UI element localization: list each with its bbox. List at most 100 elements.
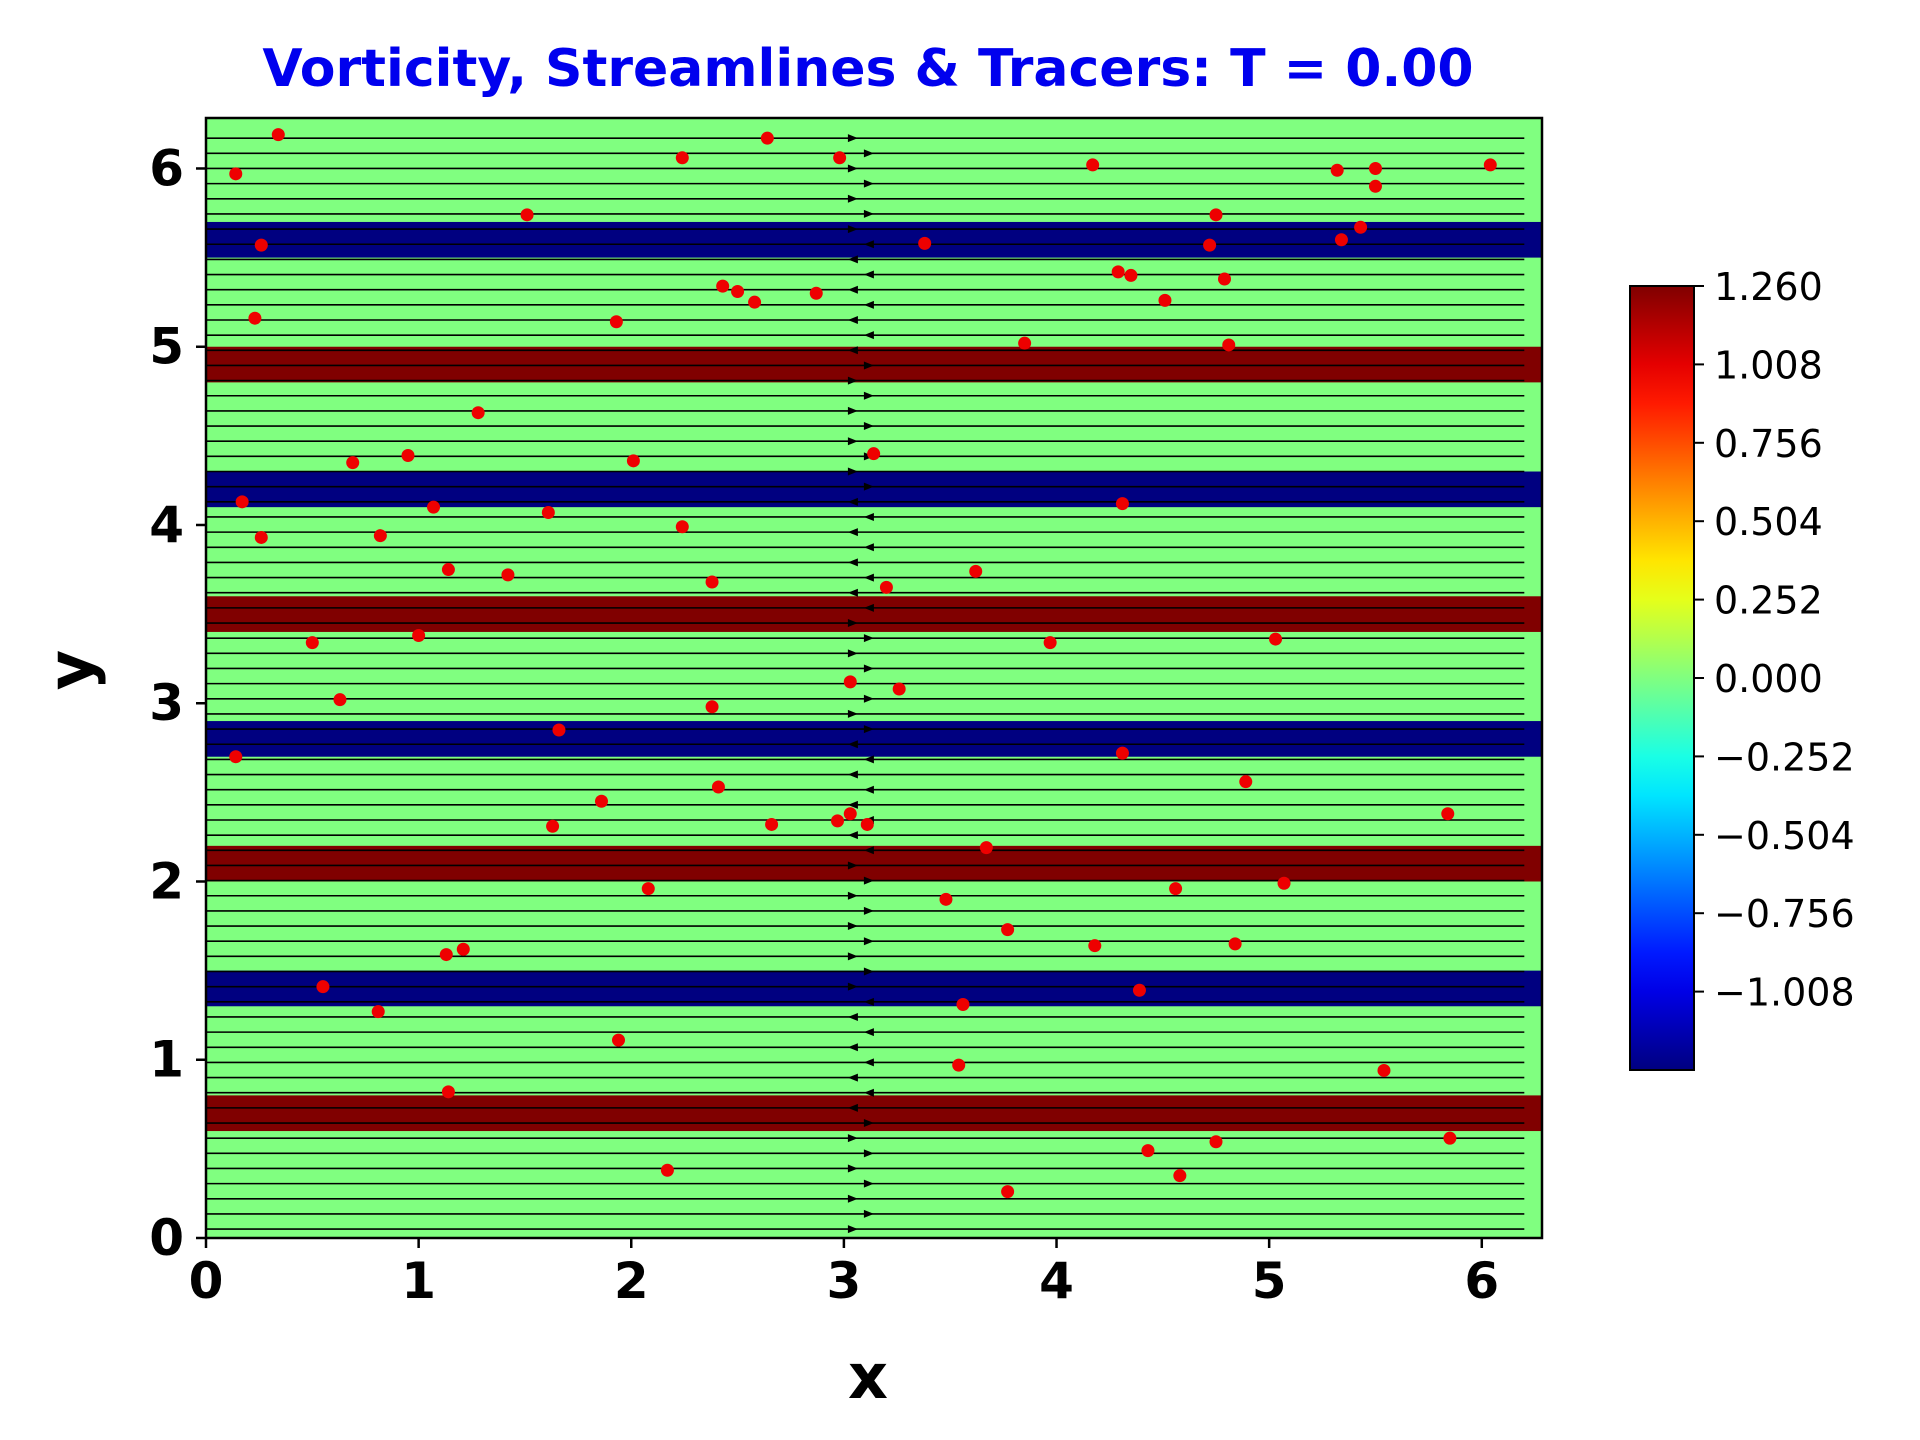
- tracer-point: [1222, 338, 1236, 352]
- tracer-point: [552, 723, 566, 737]
- streamline-arrow: [863, 1119, 874, 1128]
- vorticity-band: [206, 1095, 1542, 1132]
- tracer-point: [1001, 1185, 1015, 1199]
- colorbar-tick-label: 0.504: [1714, 500, 1823, 544]
- streamline-arrow: [847, 770, 858, 779]
- tracer-point: [939, 892, 953, 906]
- streamline-arrow: [863, 634, 874, 643]
- tracer-point: [346, 456, 360, 470]
- streamline-arrow: [847, 437, 858, 446]
- streamline-arrow: [847, 891, 858, 900]
- colorbar-gradient: [1629, 285, 1695, 1071]
- streamline-arrow: [863, 361, 874, 370]
- vorticity-band: [206, 970, 1542, 1007]
- streamline-arrow: [847, 558, 858, 567]
- streamline-arrow: [863, 300, 874, 309]
- tracer-point: [594, 794, 608, 808]
- tracer-point: [1334, 233, 1348, 247]
- colorbar-tick-label: −1.008: [1714, 971, 1855, 1015]
- tracer-point: [1158, 293, 1172, 307]
- tracer-point: [1368, 161, 1382, 175]
- colorbar-tick-label: 1.008: [1714, 343, 1823, 387]
- colorbar: 1.260 1.008 0.756 0.504 0.252 0.000 −0.252 −0.5…: [1629, 265, 1855, 1071]
- tracer-point: [229, 167, 243, 181]
- streamline-arrow: [847, 922, 858, 931]
- x-tick-label: 1: [401, 1252, 436, 1310]
- tracer-point: [412, 629, 426, 643]
- tracer-point: [316, 980, 330, 994]
- tracer-point: [1018, 336, 1032, 350]
- streamline-arrow: [863, 967, 874, 976]
- tracer-point: [1088, 939, 1102, 953]
- tracer-point: [1354, 220, 1368, 234]
- tracer-point: [254, 530, 268, 544]
- tracer-point: [1443, 1131, 1457, 1145]
- colorbar-tick-label: −0.252: [1714, 735, 1855, 779]
- tracer-point: [1377, 1063, 1391, 1077]
- streamline-arrow: [847, 1073, 858, 1082]
- tracer-point: [760, 131, 774, 145]
- tracer-point: [305, 636, 319, 650]
- streamline-arrow: [847, 1134, 858, 1143]
- tracer-point: [675, 520, 689, 534]
- tracer-point: [612, 1033, 626, 1047]
- tracer-point: [501, 568, 515, 582]
- streamline-arrow: [863, 1028, 874, 1037]
- streamline-arrow: [863, 725, 874, 734]
- colorbar-tick-label: 0.252: [1714, 579, 1823, 623]
- tracer-point: [229, 750, 243, 764]
- streamline-arrow: [863, 937, 874, 946]
- streamline-arrow: [863, 149, 874, 158]
- tracer-point: [373, 529, 387, 543]
- tracer-point: [1483, 158, 1497, 172]
- tracer-point: [1269, 632, 1283, 646]
- tracer-point: [1086, 158, 1100, 172]
- tracer-point: [705, 700, 719, 714]
- y-tick-label: 5: [149, 318, 184, 376]
- streamline-arrow: [863, 997, 874, 1006]
- tracer-point: [333, 693, 347, 707]
- tracer-point: [271, 128, 285, 142]
- tracer-point: [471, 406, 485, 420]
- tracer-point: [731, 284, 745, 298]
- tracer-point: [843, 675, 857, 689]
- tracer-point: [1330, 163, 1344, 177]
- tracer-point: [716, 279, 730, 293]
- streamline-arrow: [847, 376, 858, 385]
- tracer-point: [675, 151, 689, 165]
- tracer-point: [843, 807, 857, 821]
- streamline-arrow: [863, 512, 874, 521]
- streamline-arrow: [847, 285, 858, 294]
- streamline-arrow: [847, 619, 858, 628]
- y-tick-label: 1: [149, 1031, 184, 1089]
- streamline-arrow: [847, 1043, 858, 1052]
- streamline-arrow: [847, 194, 858, 203]
- colorbar-tick-label: 0.756: [1714, 422, 1823, 466]
- tracers: [229, 128, 1497, 1199]
- tracer-point: [1115, 746, 1129, 760]
- streamline-arrow: [863, 1179, 874, 1188]
- streamline-arrow: [863, 1149, 874, 1158]
- streamline-arrow: [863, 543, 874, 552]
- y-axis: 0 1 2 3 4 5 6: [149, 139, 206, 1267]
- streamlines: [206, 134, 1525, 1234]
- tracer-point: [441, 1085, 455, 1099]
- tracer-point: [641, 882, 655, 896]
- tracer-point: [546, 819, 560, 833]
- vorticity-background: [206, 118, 1542, 1238]
- tracer-point: [248, 311, 262, 325]
- tracer-point: [1218, 272, 1232, 286]
- tracer-point: [831, 814, 845, 828]
- tracer-point: [969, 564, 983, 578]
- streamline-arrow: [847, 1225, 858, 1234]
- tracer-point: [979, 841, 993, 855]
- streamline-arrow: [847, 315, 858, 324]
- streamline-arrow: [863, 422, 874, 431]
- tracer-point: [1111, 265, 1125, 279]
- tracer-point: [705, 575, 719, 589]
- colorbar-tick-label: 0.000: [1714, 657, 1823, 701]
- streamline-arrow: [863, 1209, 874, 1218]
- streamline-arrow: [863, 240, 874, 249]
- streamline-arrow: [863, 331, 874, 340]
- tracer-point: [748, 295, 762, 309]
